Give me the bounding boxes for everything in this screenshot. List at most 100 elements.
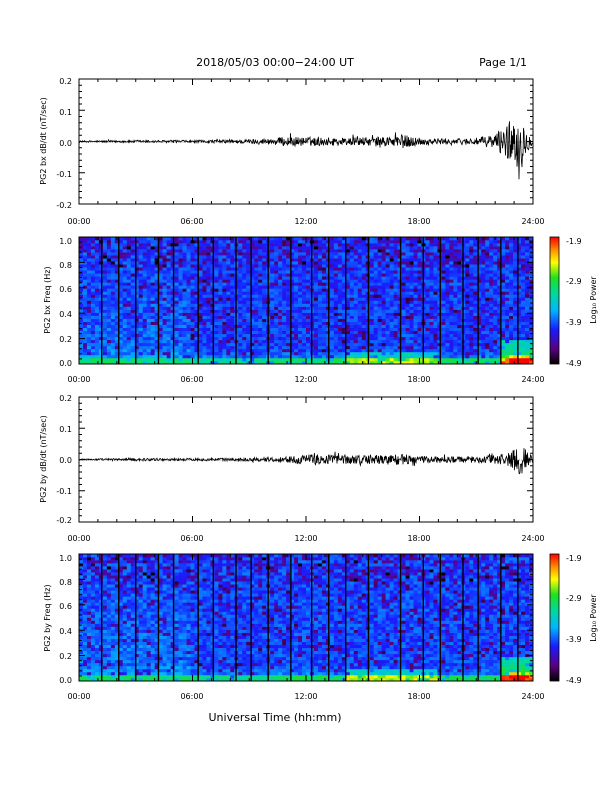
spectrogram-cell <box>505 325 509 328</box>
spectrogram-cell <box>242 328 246 331</box>
spectrogram-cell <box>489 322 493 325</box>
spectrogram-cell <box>151 346 155 349</box>
spectrogram-cell <box>131 246 135 249</box>
spectrogram-cell <box>242 249 246 252</box>
spectrogram-cell <box>441 319 445 322</box>
spectrogram-cell <box>270 319 274 322</box>
spectrogram-cell <box>286 264 290 267</box>
spectrogram-cell <box>294 246 298 249</box>
spectrogram-cell <box>175 243 179 246</box>
spectrogram-cell <box>362 267 366 270</box>
spectrogram-cell <box>382 319 386 322</box>
spectrogram-cell <box>107 343 111 346</box>
spectrogram-cell <box>210 340 214 343</box>
spectrogram-cell <box>191 255 195 258</box>
spectrogram-cell <box>378 325 382 328</box>
spectrogram-cell <box>238 240 242 243</box>
spectrogram-cell <box>119 322 123 325</box>
spectrogram-cell <box>222 346 226 349</box>
spectrogram-cell <box>95 331 99 334</box>
spectrogram-cell <box>111 355 115 358</box>
spectrogram-cell <box>489 297 493 300</box>
spectrogram-cell <box>202 270 206 273</box>
spectrogram-cell <box>394 325 398 328</box>
spectrogram-cell <box>362 291 366 294</box>
spectrogram-cell <box>350 288 354 291</box>
spectrogram-cell <box>282 337 286 340</box>
spectrogram-cell <box>513 358 517 361</box>
spectrogram-cell <box>238 322 242 325</box>
spectrogram-cell <box>270 343 274 346</box>
spectrogram-cell <box>414 267 418 270</box>
spectrogram-cell <box>394 337 398 340</box>
spectrogram-cell <box>418 279 422 282</box>
spectrogram-cell <box>286 249 290 252</box>
spectrogram-cell <box>123 282 127 285</box>
spectrogram-cell <box>346 243 350 246</box>
spectrogram-cell <box>103 334 107 337</box>
spectrogram-cell <box>282 297 286 300</box>
spectrogram-cell <box>127 285 131 288</box>
spectrogram-cell <box>111 273 115 276</box>
spectrogram-cell <box>386 322 390 325</box>
spectrogram-cell <box>83 282 87 285</box>
spectrogram-cell <box>481 258 485 261</box>
spectrogram-cell <box>406 343 410 346</box>
spectrogram-cell <box>350 346 354 349</box>
spectrogram-cell <box>198 319 202 322</box>
spectrogram-cell <box>334 310 338 313</box>
spectrogram-cell <box>159 297 163 300</box>
spectrogram-cell <box>414 301 418 304</box>
spectrogram-cell <box>322 352 326 355</box>
spectrogram-cell <box>230 304 234 307</box>
spectrogram-cell <box>521 307 525 310</box>
spectrogram-cell <box>139 352 143 355</box>
spectrogram-cell <box>493 288 497 291</box>
spectrogram-cell <box>306 297 310 300</box>
spectrogram-cell <box>378 276 382 279</box>
spectrogram-cell <box>274 337 278 340</box>
spectrogram-cell <box>167 249 171 252</box>
spectrogram-cell <box>127 279 131 282</box>
spectrogram-cell <box>167 240 171 243</box>
spectrogram-cell <box>278 297 282 300</box>
spectrogram-cell <box>354 334 358 337</box>
spectrogram-cell <box>163 343 167 346</box>
spectrogram-cell <box>406 352 410 355</box>
spectrogram-cell <box>485 294 489 297</box>
spectrogram-cell <box>183 307 187 310</box>
spectrogram-cell <box>525 322 529 325</box>
spectrogram-cell <box>481 267 485 270</box>
spectrogram-cell <box>222 343 226 346</box>
spectrogram-cell <box>418 310 422 313</box>
spectrogram-cell <box>330 316 334 319</box>
spectrogram-cell <box>262 273 266 276</box>
spectrogram-cell <box>453 331 457 334</box>
spectrogram-cell <box>282 255 286 258</box>
spectrogram-cell <box>206 258 210 261</box>
spectrogram-cell <box>338 243 342 246</box>
spectrogram-cell <box>179 319 183 322</box>
spectrogram-cell <box>362 328 366 331</box>
spectrogram-cell <box>298 313 302 316</box>
spectrogram-cell <box>218 270 222 273</box>
spectrogram-cell <box>218 240 222 243</box>
y-tick-label: -0.2 <box>56 201 72 210</box>
spectrogram-cell <box>346 294 350 297</box>
spectrogram-cell <box>206 319 210 322</box>
spectrogram-cell <box>147 328 151 331</box>
spectrogram-cell <box>298 322 302 325</box>
spectrogram-cell <box>338 355 342 358</box>
spectrogram-cell <box>79 334 83 337</box>
spectrogram-cell <box>473 349 477 352</box>
spectrogram-cell <box>226 346 230 349</box>
spectrogram-cell <box>222 322 226 325</box>
spectrogram-cell <box>318 313 322 316</box>
spectrogram-cell <box>254 328 258 331</box>
spectrogram-cell <box>226 310 230 313</box>
spectrogram-cell <box>87 358 91 361</box>
spectrogram-cell <box>202 282 206 285</box>
spectrogram-cell <box>485 285 489 288</box>
spectrogram-cell <box>473 346 477 349</box>
spectrogram-cell <box>274 316 278 319</box>
